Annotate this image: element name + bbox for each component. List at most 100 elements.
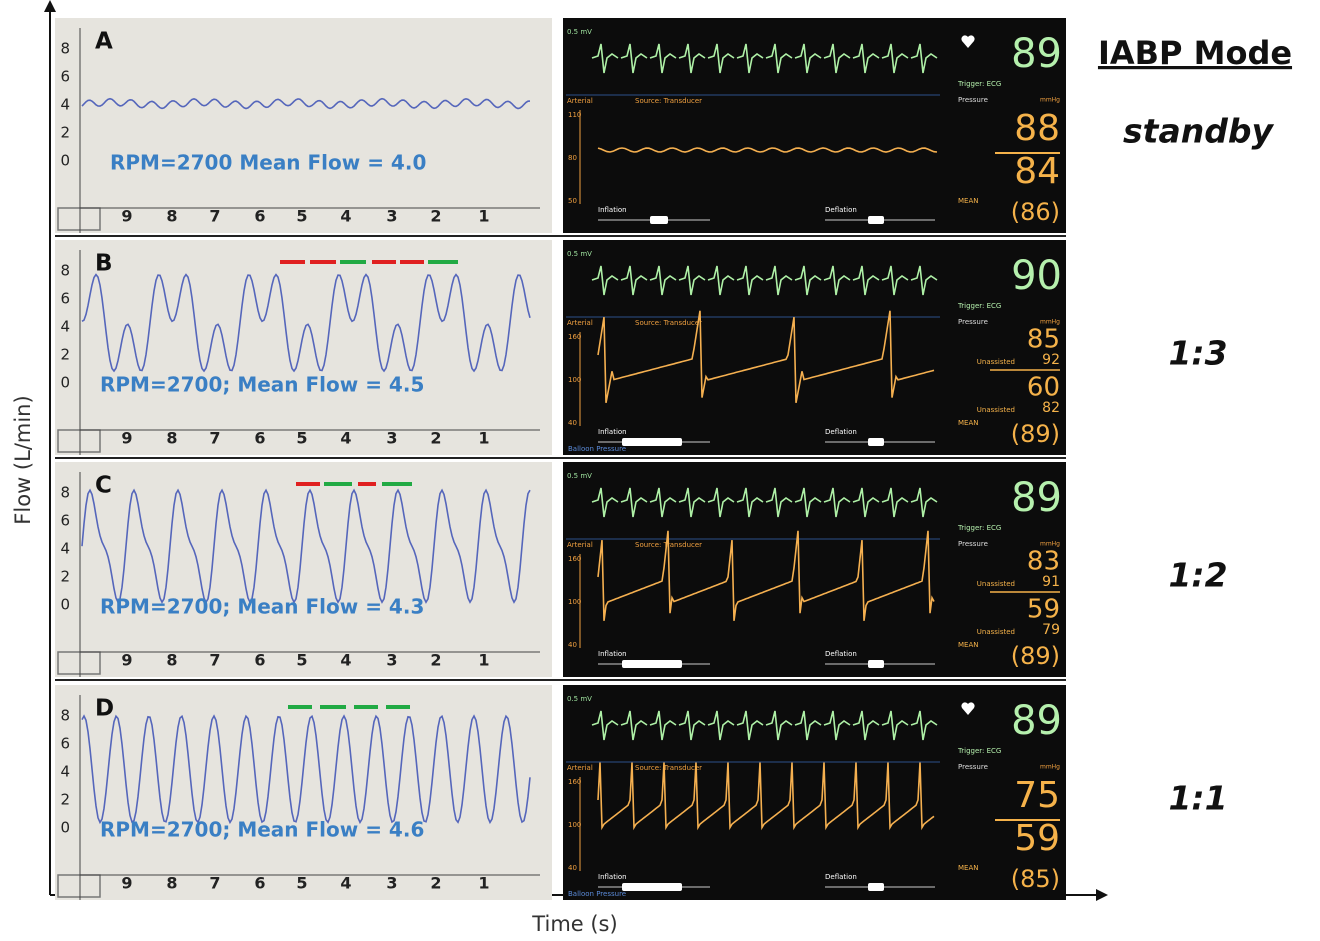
inflation-handle (622, 438, 682, 446)
deflation-label: Deflation (825, 650, 857, 658)
unassisted-label: Unassisted (977, 580, 1015, 588)
pressure-unit: mmHg (1040, 764, 1060, 771)
flow-y-tick: 6 (60, 512, 70, 530)
mode-header: IABP Mode (1098, 34, 1292, 72)
mean-value: (89) (1011, 420, 1060, 448)
x-axis-arrow (1096, 889, 1108, 901)
monitor (563, 685, 1066, 900)
art-scale: 40 (568, 641, 577, 649)
inflation-label: Inflation (598, 873, 627, 881)
pressure-label: Pressure (958, 96, 988, 104)
y-axis-arrow (44, 0, 56, 12)
trigger-label: Trigger: ECG (957, 747, 1001, 755)
inflation-label: Inflation (598, 650, 627, 658)
systolic: 75 (1014, 775, 1060, 816)
ecg-waveform (591, 265, 938, 296)
iabp-mode: 1:1 (1168, 779, 1227, 818)
mean-label: MEAN (958, 197, 979, 205)
flow-x-tick: 4 (340, 429, 351, 448)
unassisted-label: Unassisted (977, 358, 1015, 366)
unassisted-label: Unassisted (977, 628, 1015, 636)
pressure-waveform (597, 530, 935, 621)
pressure-waveform (597, 762, 935, 831)
flow-label: RPM=2700; Mean Flow = 4.6 (100, 818, 424, 842)
ecg-waveform (591, 710, 938, 741)
iabp-mode: 1:2 (1168, 556, 1227, 595)
pressure-waveform (597, 310, 935, 404)
flow-y-tick: 0 (60, 374, 70, 392)
systolic: 88 (1014, 108, 1060, 149)
flow-x-tick: 2 (430, 207, 441, 226)
ecg-scale: 0.5 mV (567, 28, 592, 36)
y-axis-label: Flow (L/min) (11, 395, 35, 524)
panel-letter: A (95, 29, 113, 55)
flow-photo-tab (57, 429, 101, 453)
flow-x-tick: 8 (166, 429, 177, 448)
flow-x-tick: 1 (478, 651, 489, 670)
systolic: 83 (1027, 547, 1060, 577)
flow-x-tick: 7 (209, 874, 220, 893)
flow-x-tick: 6 (254, 651, 265, 670)
flow-photo (55, 240, 552, 455)
art-scale: 40 (568, 864, 577, 872)
flow-x-tick: 6 (254, 207, 265, 226)
flow-y-tick: 0 (60, 596, 70, 614)
flow-y-tick: 4 (60, 318, 70, 336)
flow-y-tick: 4 (60, 763, 70, 781)
flow-photo-tab (57, 874, 101, 898)
mean-label: MEAN (958, 864, 979, 872)
mean-label: MEAN (958, 419, 979, 427)
ecg-scale: 0.5 mV (567, 250, 592, 258)
flow-x-tick: 8 (166, 207, 177, 226)
flow-x-tick: 3 (386, 207, 397, 226)
flow-x-tick: 7 (209, 207, 220, 226)
deflation-label: Deflation (825, 206, 857, 214)
flow-y-tick: 2 (60, 568, 70, 586)
art-scale: 40 (568, 419, 577, 427)
balloon-label: Balloon Pressure (568, 445, 626, 453)
arterial-label: Arterial (567, 97, 593, 105)
source-label: Source: Transducer (635, 319, 702, 327)
monitor (563, 240, 1066, 455)
flow-y-tick: 4 (60, 540, 70, 558)
iabp-mode: standby (1123, 112, 1274, 151)
flow-x-tick: 5 (296, 207, 307, 226)
inflation-handle (650, 216, 668, 224)
arterial-label: Arterial (567, 541, 593, 549)
flow-x-tick: 7 (209, 429, 220, 448)
flow-x-tick: 2 (430, 874, 441, 893)
pressure-unit: mmHg (1040, 97, 1060, 104)
flow-y-tick: 8 (60, 484, 70, 502)
flow-y-tick: 0 (60, 819, 70, 837)
art-scale: 160 (568, 778, 581, 786)
unassisted-systolic: 92 (1042, 352, 1060, 368)
flow-y-tick: 2 (60, 124, 70, 142)
flow-x-tick: 3 (386, 874, 397, 893)
flow-x-tick: 2 (430, 651, 441, 670)
flow-x-tick: 9 (121, 651, 132, 670)
ecg-scale: 0.5 mV (567, 695, 592, 703)
trigger-label: Trigger: ECG (957, 302, 1001, 310)
flow-x-tick: 2 (430, 429, 441, 448)
flow-waveform (81, 488, 531, 604)
flow-y-tick: 6 (60, 735, 70, 753)
flow-x-tick: 7 (209, 651, 220, 670)
flow-x-tick: 4 (340, 207, 351, 226)
pressure-label: Pressure (958, 540, 988, 548)
flow-x-tick: 6 (254, 874, 265, 893)
balloon-label: Balloon Pressure (568, 890, 626, 898)
flow-x-tick: 4 (340, 874, 351, 893)
flow-photo-tab (57, 651, 101, 675)
pressure-waveform (597, 147, 938, 153)
art-scale: 100 (568, 376, 581, 384)
heart-rate: 89 (1011, 475, 1062, 521)
unassisted-label: Unassisted (977, 406, 1015, 414)
pressure-label: Pressure (958, 763, 988, 771)
pressure-label: Pressure (958, 318, 988, 326)
flow-x-tick: 5 (296, 651, 307, 670)
diastolic: 60 (1027, 373, 1060, 403)
flow-y-tick: 8 (60, 40, 70, 58)
